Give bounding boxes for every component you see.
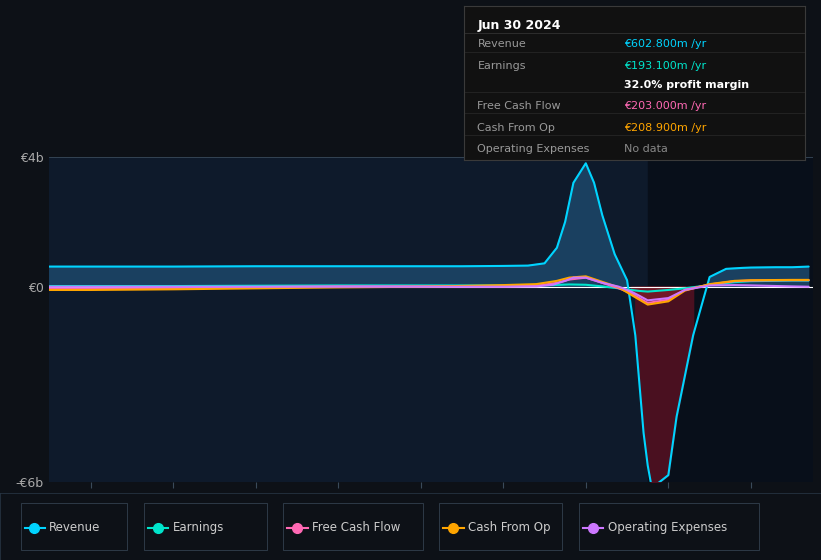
Text: Jun 30 2024: Jun 30 2024 — [478, 20, 561, 32]
Bar — [648, 157, 813, 482]
Text: Operating Expenses: Operating Expenses — [478, 144, 589, 154]
Text: Cash From Op: Cash From Op — [478, 123, 555, 133]
Text: €193.100m /yr: €193.100m /yr — [624, 61, 706, 71]
Text: Earnings: Earnings — [172, 521, 224, 534]
Text: Revenue: Revenue — [478, 39, 526, 49]
Text: Free Cash Flow: Free Cash Flow — [478, 101, 561, 111]
Text: Revenue: Revenue — [49, 521, 101, 534]
Text: €602.800m /yr: €602.800m /yr — [624, 39, 706, 49]
Text: €203.000m /yr: €203.000m /yr — [624, 101, 706, 111]
Text: Cash From Op: Cash From Op — [468, 521, 550, 534]
Text: €208.900m /yr: €208.900m /yr — [624, 123, 706, 133]
Text: No data: No data — [624, 144, 667, 154]
Text: Operating Expenses: Operating Expenses — [608, 521, 727, 534]
Text: 32.0% profit margin: 32.0% profit margin — [624, 80, 749, 90]
Text: Free Cash Flow: Free Cash Flow — [312, 521, 401, 534]
Text: Earnings: Earnings — [478, 61, 526, 71]
